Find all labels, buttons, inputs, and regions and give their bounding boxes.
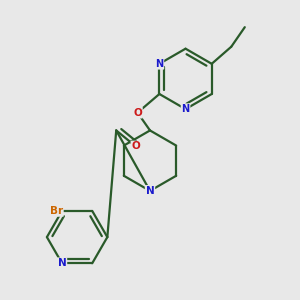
Text: N: N	[155, 59, 164, 69]
Text: O: O	[131, 141, 140, 152]
Text: N: N	[182, 104, 190, 114]
Text: N: N	[58, 258, 66, 268]
Text: N: N	[146, 186, 154, 196]
Text: O: O	[133, 108, 142, 118]
Text: Br: Br	[50, 206, 63, 216]
